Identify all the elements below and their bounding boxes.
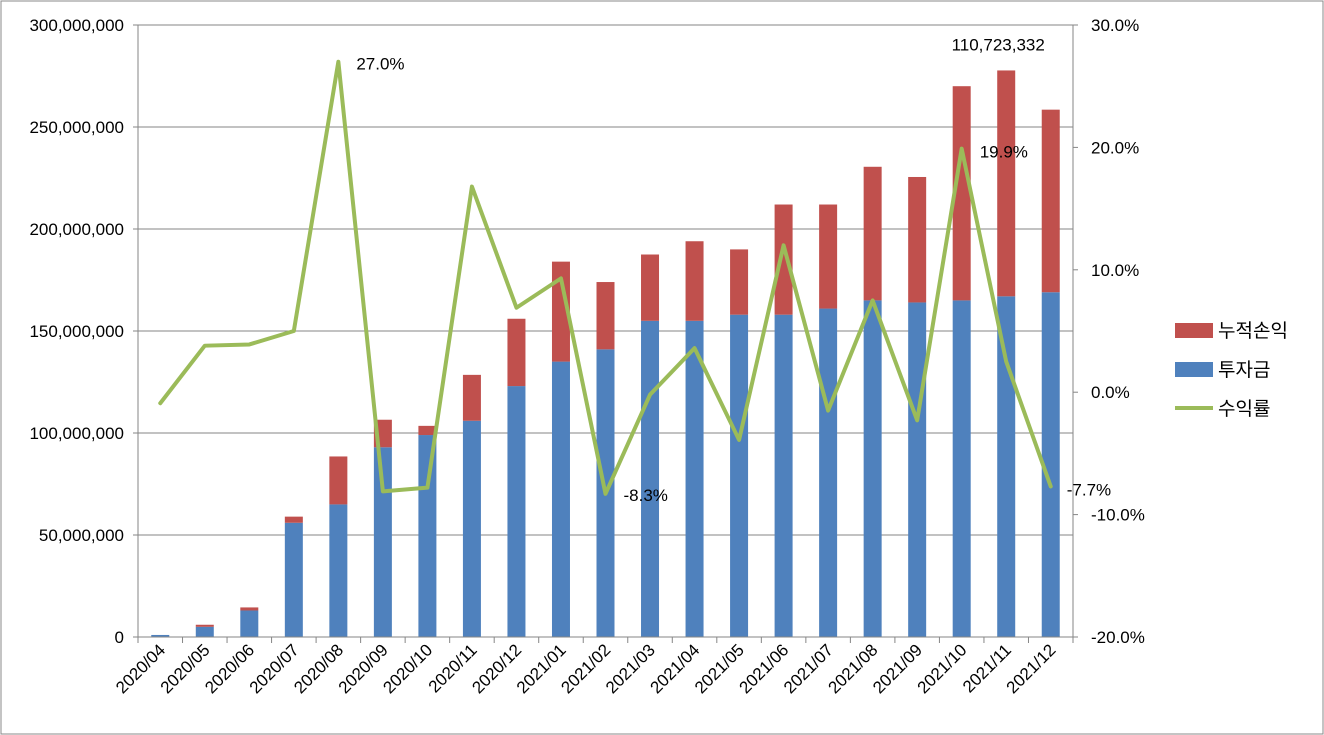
bar-투자금 [373, 447, 392, 637]
y-left-tick-label: 150,000,000 [29, 322, 124, 341]
bar-누적손익 [641, 254, 660, 321]
y-right-tick-label: -10.0% [1091, 506, 1145, 525]
bar-투자금 [730, 314, 749, 637]
bar-투자금 [329, 504, 348, 637]
bar-투자금 [462, 420, 481, 637]
legend-swatch-투자금 [1175, 362, 1213, 377]
bar-투자금 [195, 626, 214, 637]
bar-투자금 [952, 300, 971, 637]
bar-투자금 [284, 522, 303, 637]
bar-누적손익 [596, 282, 615, 350]
bar-누적손익 [685, 241, 704, 321]
bar-누적손익 [462, 374, 481, 421]
bar-누적손익 [1041, 109, 1060, 293]
bar-누적손익 [863, 166, 882, 301]
bar-누적손익 [329, 456, 348, 505]
bar-투자금 [641, 320, 660, 637]
bar-누적손익 [819, 204, 838, 309]
bar-투자금 [908, 302, 927, 637]
bar-투자금 [1041, 292, 1060, 637]
data-labels: 27.0% -8.3% 19.9% -7.7% 110,723,332 [356, 35, 1111, 504]
data-label: 27.0% [356, 55, 404, 74]
y-left-tick-label: 300,000,000 [29, 16, 124, 35]
y-left-tick-label: 200,000,000 [29, 220, 124, 239]
bar-투자금 [418, 435, 437, 637]
bar-투자금 [151, 634, 170, 637]
bar-투자금 [240, 610, 259, 637]
bar-투자금 [774, 314, 793, 637]
bar-누적손익 [240, 607, 259, 611]
bar-투자금 [551, 361, 570, 637]
y-right-tick-label: 10.0% [1091, 261, 1139, 280]
bars [151, 70, 1060, 637]
bar-투자금 [997, 296, 1016, 637]
legend-label: 수익률 [1218, 398, 1270, 420]
y-left-tick-label: 50,000,000 [39, 526, 124, 545]
bar-투자금 [863, 300, 882, 637]
bar-누적손익 [952, 86, 971, 301]
bar-누적손익 [418, 425, 437, 436]
bar-누적손익 [195, 624, 214, 627]
legend-swatch-누적손익 [1175, 323, 1213, 338]
y-right-tick-label: 30.0% [1091, 16, 1139, 35]
y-right-tick-label: -20.0% [1091, 628, 1145, 647]
bar-누적손익 [908, 176, 927, 303]
data-label: 19.9% [980, 143, 1028, 162]
bar-투자금 [819, 308, 838, 637]
legend-label: 투자금 [1218, 359, 1270, 381]
line-수익률 [158, 59, 1053, 496]
data-label: -7.7% [1067, 480, 1111, 499]
bar-누적손익 [997, 70, 1016, 297]
y-right-tick-label: 20.0% [1091, 138, 1139, 157]
bar-누적손익 [774, 204, 793, 315]
data-label: -8.3% [624, 486, 668, 505]
bar-누적손익 [551, 261, 570, 362]
y-right-tick-label: 0.0% [1091, 383, 1130, 402]
y-left-tick-label: 0 [115, 628, 124, 647]
bar-누적손익 [507, 318, 526, 387]
bar-투자금 [507, 386, 526, 637]
y-left-tick-label: 250,000,000 [29, 118, 124, 137]
bar-누적손익 [284, 516, 303, 523]
line-series [158, 59, 1053, 496]
data-label: 110,723,332 [952, 35, 1045, 54]
bar-투자금 [685, 320, 704, 637]
legend-label: 누적손익 [1218, 320, 1288, 342]
y-left-tick-label: 100,000,000 [29, 424, 124, 443]
bar-누적손익 [730, 249, 749, 315]
